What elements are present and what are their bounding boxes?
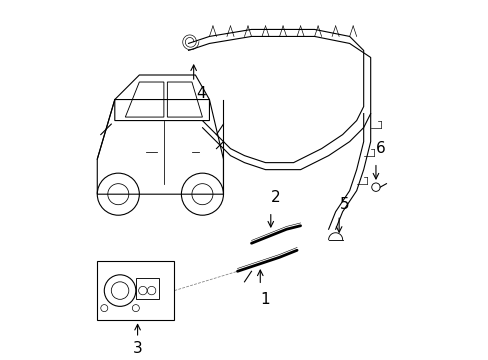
Text: 5: 5 bbox=[339, 197, 348, 212]
Bar bbox=[136, 278, 158, 300]
Text: 3: 3 bbox=[132, 341, 142, 356]
Bar bbox=[97, 261, 174, 320]
Text: 6: 6 bbox=[376, 141, 386, 156]
Text: 4: 4 bbox=[196, 86, 205, 100]
Text: 1: 1 bbox=[260, 292, 270, 307]
Text: 2: 2 bbox=[271, 190, 280, 205]
